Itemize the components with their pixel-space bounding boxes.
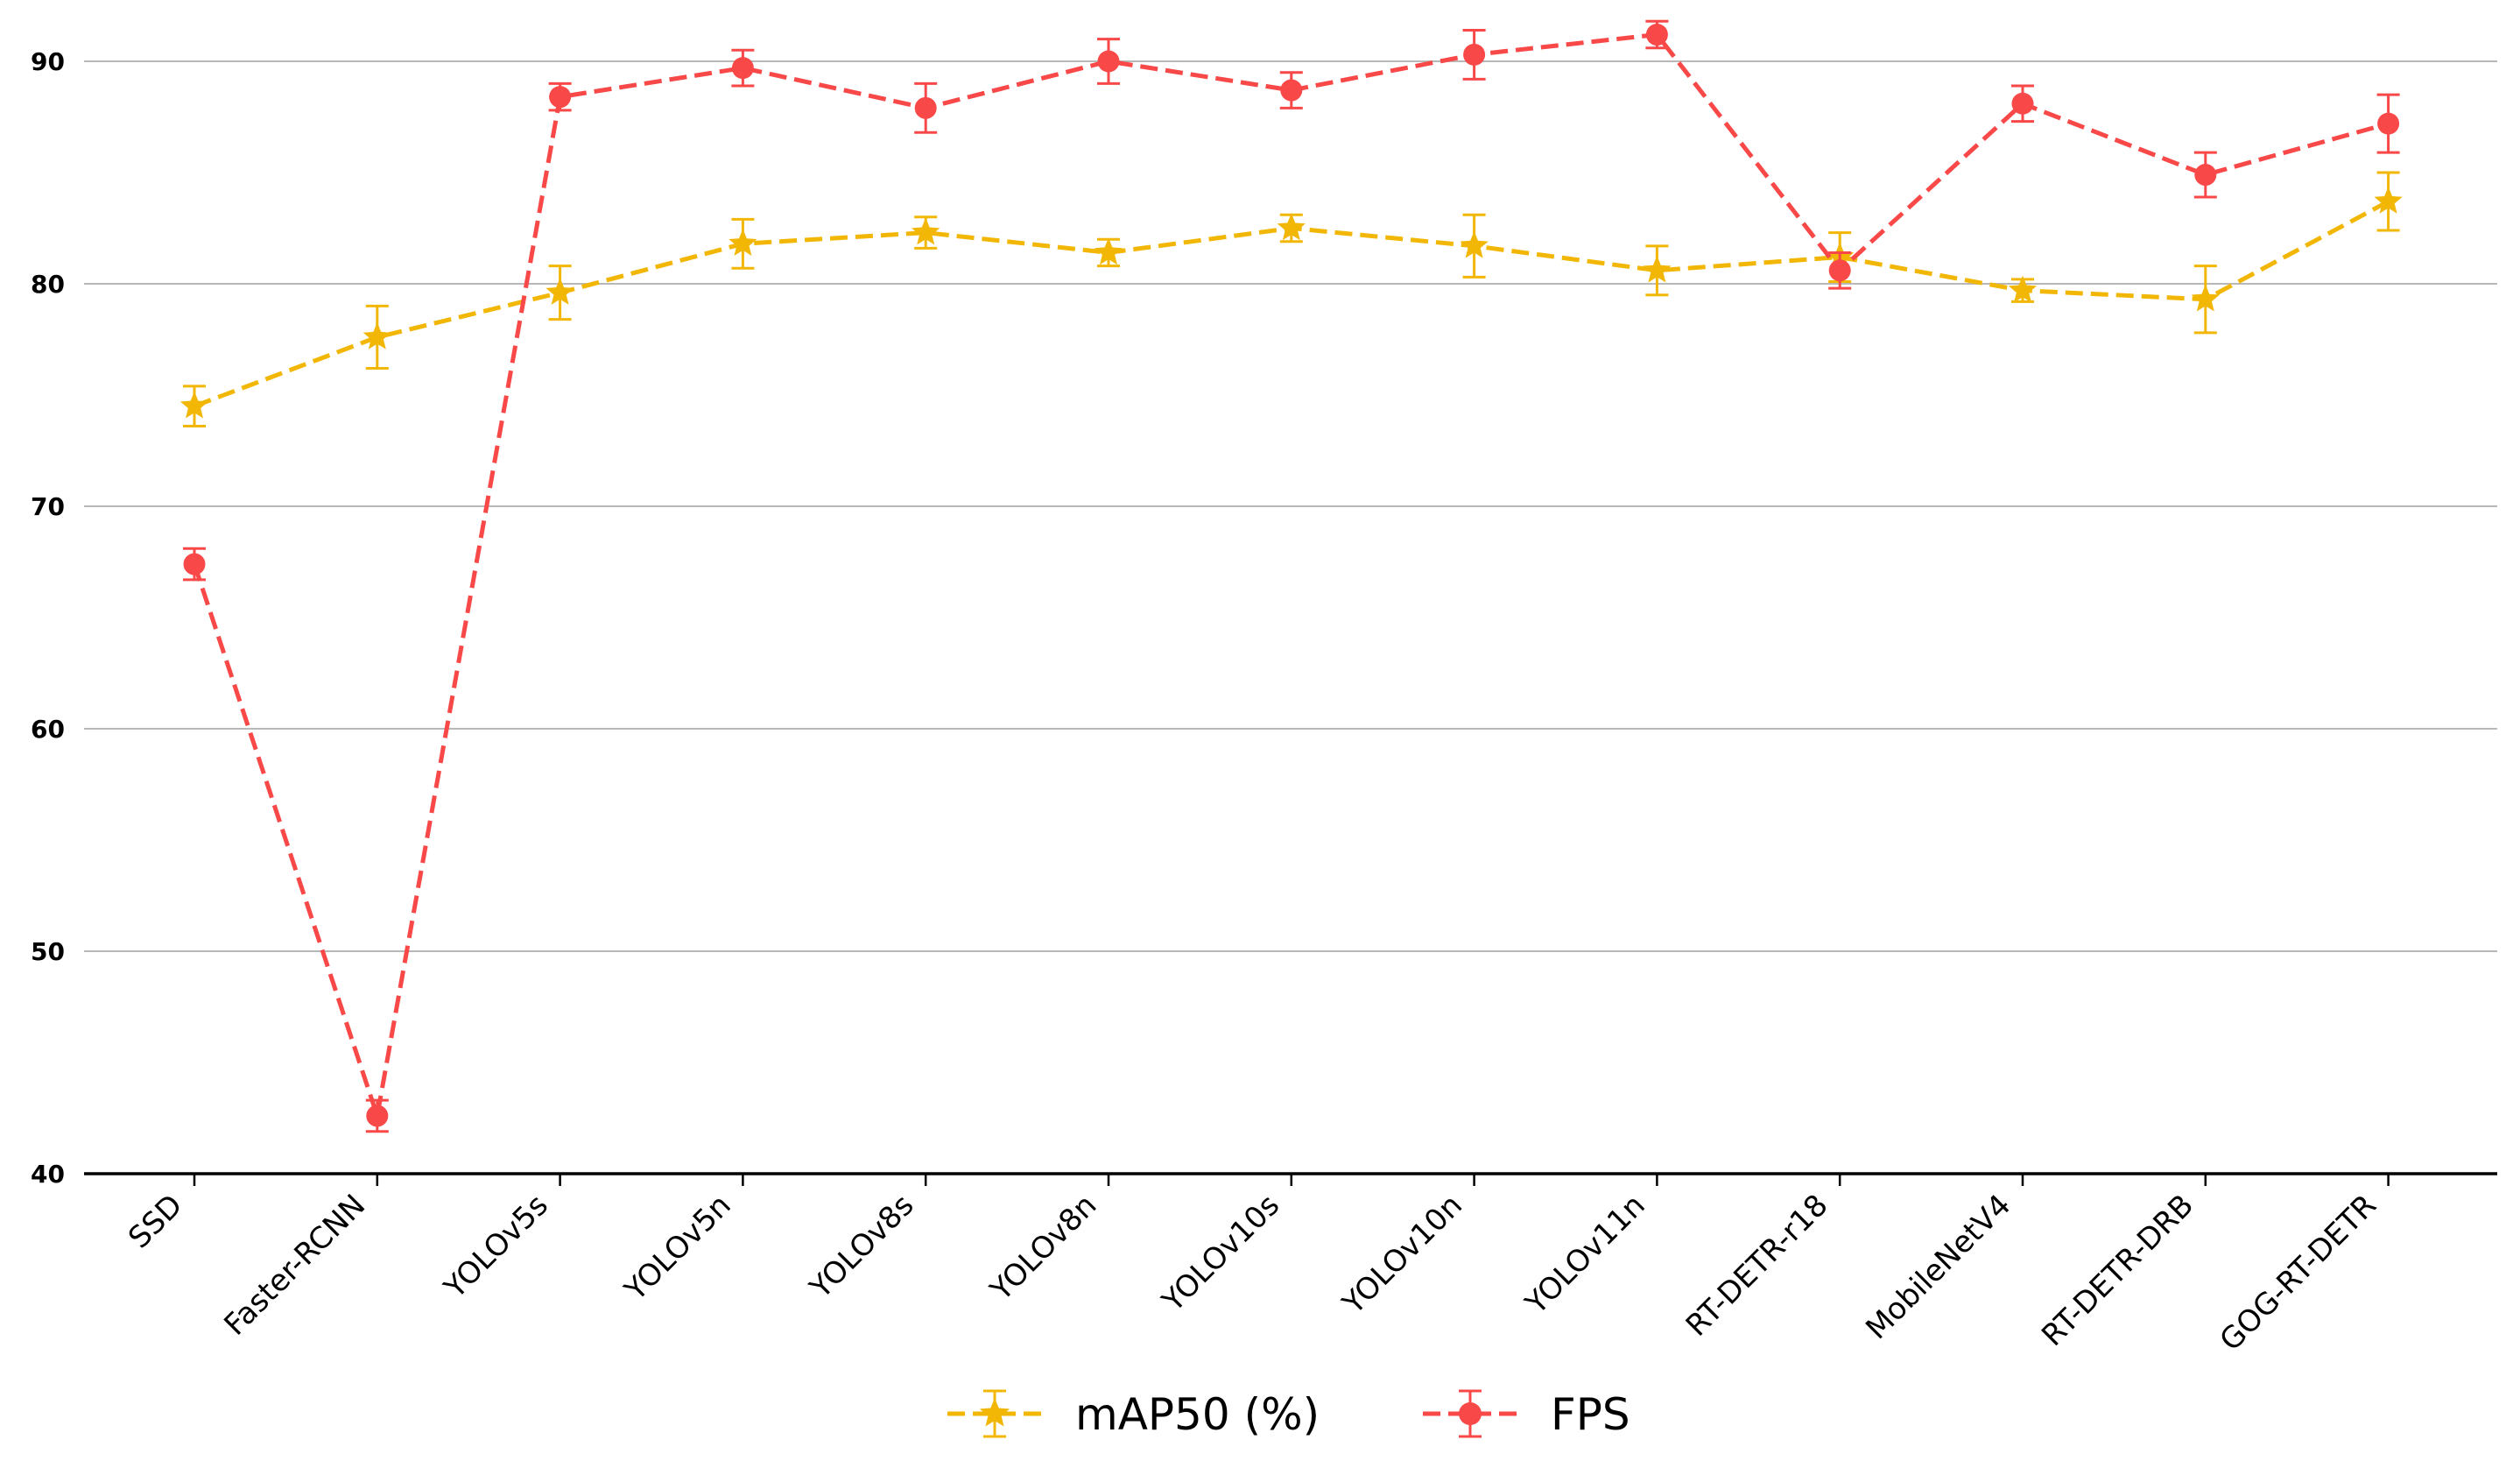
data-point-circle — [1645, 24, 1668, 46]
axes: 40 50 60 70 80 90 SSD Faster-RCNN YOLOv5s YOLOv5n… — [31, 47, 2497, 1358]
data-point-star — [1643, 255, 1672, 283]
data-point-star — [1277, 213, 1306, 241]
y-tick-label: 80 — [31, 270, 65, 299]
data-point-star — [363, 321, 391, 349]
data-point-circle — [366, 1105, 389, 1127]
y-tick-label: 40 — [31, 1160, 65, 1189]
data-point-circle — [1463, 43, 1486, 66]
legend-entry-fps: FPS — [1423, 1389, 1630, 1440]
legend-star-icon — [979, 1398, 1010, 1427]
data-point-star — [2374, 187, 2403, 214]
series-fps — [183, 19, 2400, 1133]
data-point-circle — [1280, 79, 1303, 102]
x-tick-label: GOG-RT-DETR — [2214, 1188, 2383, 1358]
data-point-star — [1094, 237, 1123, 265]
data-point-circle — [2377, 112, 2400, 135]
x-tick-label: RT-DETR-r18 — [1679, 1188, 1835, 1344]
legend-label: FPS — [1551, 1389, 1630, 1440]
y-tick-label: 60 — [31, 715, 65, 744]
legend-label: mAP50 (%) — [1075, 1389, 1320, 1440]
data-point-circle — [2194, 164, 2217, 187]
x-tick-label: YOLOv10n — [1335, 1188, 1469, 1322]
data-point-circle — [549, 86, 572, 109]
data-point-star — [912, 217, 940, 245]
x-tick-label: RT-DETR-DRB — [2035, 1188, 2200, 1353]
legend-circle-icon — [1459, 1402, 1482, 1425]
data-point-circle — [183, 553, 206, 575]
x-tick-label: YOLOv10s — [1155, 1188, 1286, 1319]
x-tick-label: YOLOv5s — [437, 1188, 555, 1306]
data-point-star — [1460, 230, 1489, 258]
series-layer — [179, 19, 2403, 1133]
x-tick-label: YOLOv8n — [983, 1188, 1104, 1309]
data-point-star — [729, 229, 757, 257]
x-tick-label: YOLOv5n — [617, 1188, 738, 1309]
data-point-circle — [914, 96, 937, 119]
x-tick-label: SSD — [122, 1188, 189, 1255]
data-point-circle — [1828, 259, 1851, 282]
grid-lines — [84, 60, 2497, 952]
series-map50 — [179, 171, 2403, 428]
y-tick-label: 70 — [31, 492, 65, 521]
y-tick-label: 50 — [31, 937, 65, 966]
x-tick-label: YOLOv11n — [1518, 1188, 1652, 1322]
data-point-star — [2008, 275, 2038, 303]
data-point-star — [546, 278, 574, 305]
x-tick-label: YOLOv8s — [803, 1188, 921, 1306]
legend-entry-map50: mAP50 (%) — [947, 1389, 1320, 1440]
legend: mAP50 (%) FPS — [947, 1389, 1630, 1440]
data-point-star — [2191, 284, 2220, 312]
x-tick-label: Faster-RCNN — [217, 1188, 372, 1343]
data-point-circle — [731, 57, 754, 80]
series-line — [192, 32, 2390, 1119]
data-point-circle — [1097, 50, 1120, 73]
x-tick-label: MobileNetV4 — [1859, 1188, 2017, 1346]
data-point-circle — [2011, 92, 2034, 115]
data-point-star — [179, 391, 209, 419]
y-tick-label: 90 — [31, 47, 65, 76]
